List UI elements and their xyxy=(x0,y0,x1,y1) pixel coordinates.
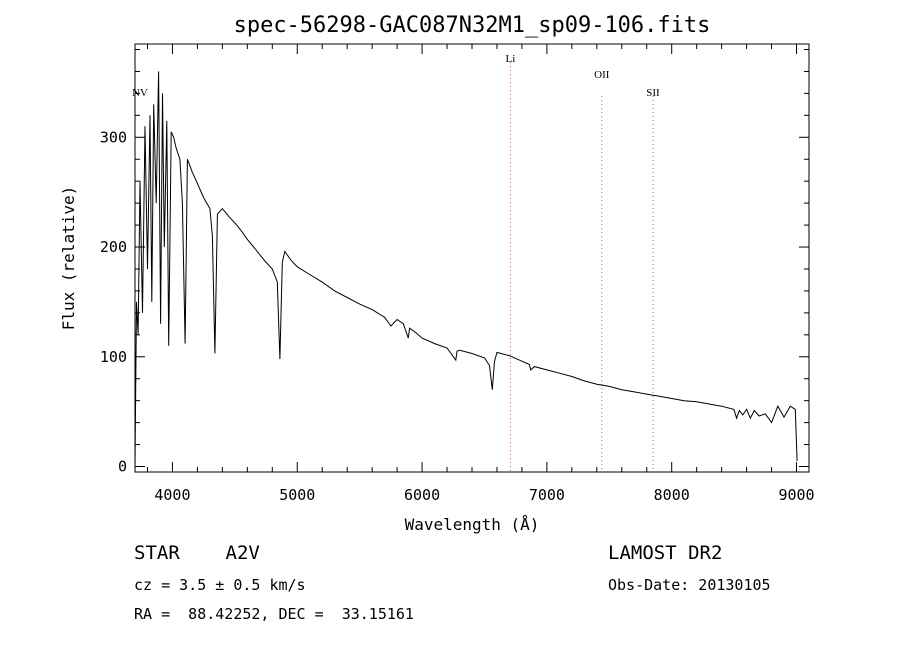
y-axis: 0 100 200 300 xyxy=(100,48,809,476)
spectral-line-label: Li xyxy=(506,53,516,65)
spectral-line-label: NV xyxy=(132,87,148,99)
x-tick-label: 8000 xyxy=(654,486,690,504)
y-tick-label: 0 xyxy=(118,458,127,476)
object-class: STAR A2V xyxy=(134,542,260,564)
x-axis: 4000 5000 6000 7000 8000 9000 xyxy=(146,44,815,504)
plot-area xyxy=(134,71,798,467)
coordinates-text: RA = 88.42252, DEC = 33.15161 xyxy=(134,605,414,623)
x-tick-label: 6000 xyxy=(404,486,440,504)
y-tick-label: 100 xyxy=(100,348,127,366)
x-tick-label: 5000 xyxy=(279,486,315,504)
redshift-text: cz = 3.5 ± 0.5 km/s xyxy=(134,576,306,594)
x-tick-label: 4000 xyxy=(154,486,190,504)
y-tick-label: 300 xyxy=(100,128,127,146)
x-tick-label: 9000 xyxy=(778,486,814,504)
spectral-line-label: SII xyxy=(646,87,660,99)
plot-frame xyxy=(134,43,810,473)
y-tick-label: 200 xyxy=(100,238,127,256)
spectral-line-label: OII xyxy=(594,69,610,81)
obs-date: Obs-Date: 20130105 xyxy=(608,576,771,594)
x-tick-label: 7000 xyxy=(529,486,565,504)
x-axis-label: Wavelength (Å) xyxy=(405,515,540,534)
survey-name: LAMOST DR2 xyxy=(608,542,723,564)
spectral-line-markers: NV Li OII SII xyxy=(132,53,660,472)
y-axis-label: Flux (relative) xyxy=(59,186,78,331)
chart-title: spec-56298-GAC087N32M1_sp09-106.fits xyxy=(234,13,711,38)
spectrum-series-line xyxy=(134,71,798,467)
